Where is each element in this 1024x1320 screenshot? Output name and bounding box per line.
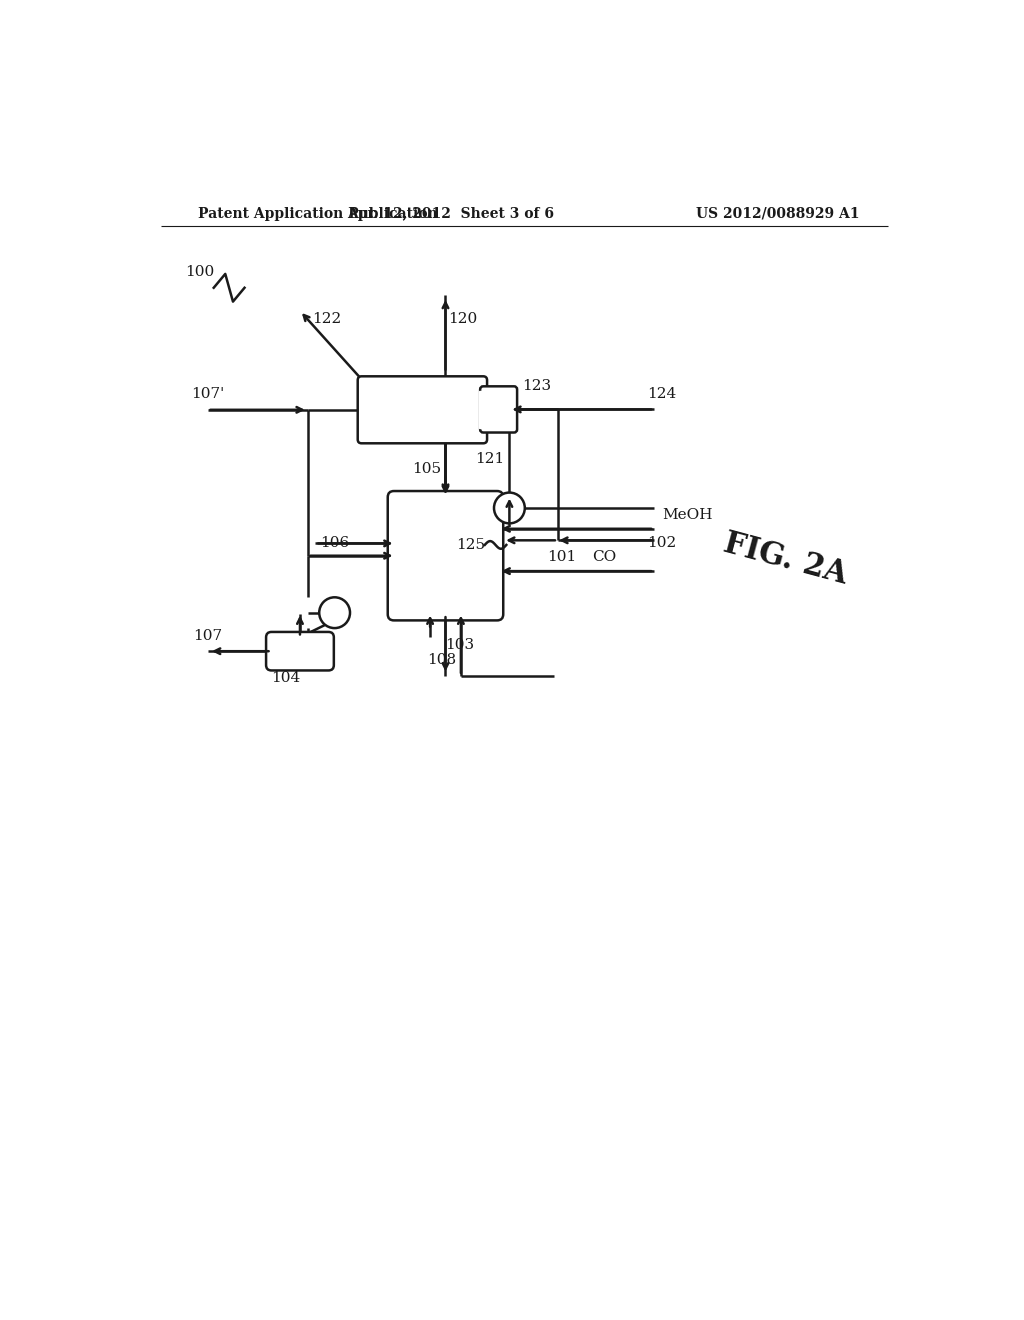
Text: Patent Application Publication: Patent Application Publication	[199, 207, 438, 220]
Text: 103: 103	[444, 638, 474, 652]
Text: 125: 125	[457, 539, 485, 552]
Text: 122: 122	[312, 312, 342, 326]
Circle shape	[319, 597, 350, 628]
Text: FIG. 2A: FIG. 2A	[720, 528, 850, 590]
Text: Apr. 12, 2012  Sheet 3 of 6: Apr. 12, 2012 Sheet 3 of 6	[346, 207, 554, 220]
FancyBboxPatch shape	[357, 376, 487, 444]
FancyBboxPatch shape	[480, 387, 517, 433]
Text: 105: 105	[412, 462, 440, 475]
Text: 124: 124	[647, 387, 677, 401]
Text: 108: 108	[427, 653, 457, 668]
Text: 107': 107'	[190, 387, 224, 401]
FancyBboxPatch shape	[266, 632, 334, 671]
Text: 100: 100	[185, 265, 214, 280]
Text: MeOH: MeOH	[662, 508, 713, 521]
Text: 102: 102	[647, 536, 677, 549]
FancyBboxPatch shape	[388, 491, 503, 620]
Text: 120: 120	[447, 312, 477, 326]
Text: CO: CO	[593, 550, 616, 564]
Text: 123: 123	[522, 379, 551, 393]
Text: US 2012/0088929 A1: US 2012/0088929 A1	[695, 207, 859, 220]
Text: 107: 107	[193, 628, 222, 643]
Text: 101: 101	[547, 550, 577, 564]
Circle shape	[494, 492, 525, 523]
Text: 121: 121	[475, 451, 505, 466]
Bar	[479, 391, 488, 428]
Text: 106: 106	[319, 536, 349, 550]
Text: 104: 104	[271, 671, 301, 685]
